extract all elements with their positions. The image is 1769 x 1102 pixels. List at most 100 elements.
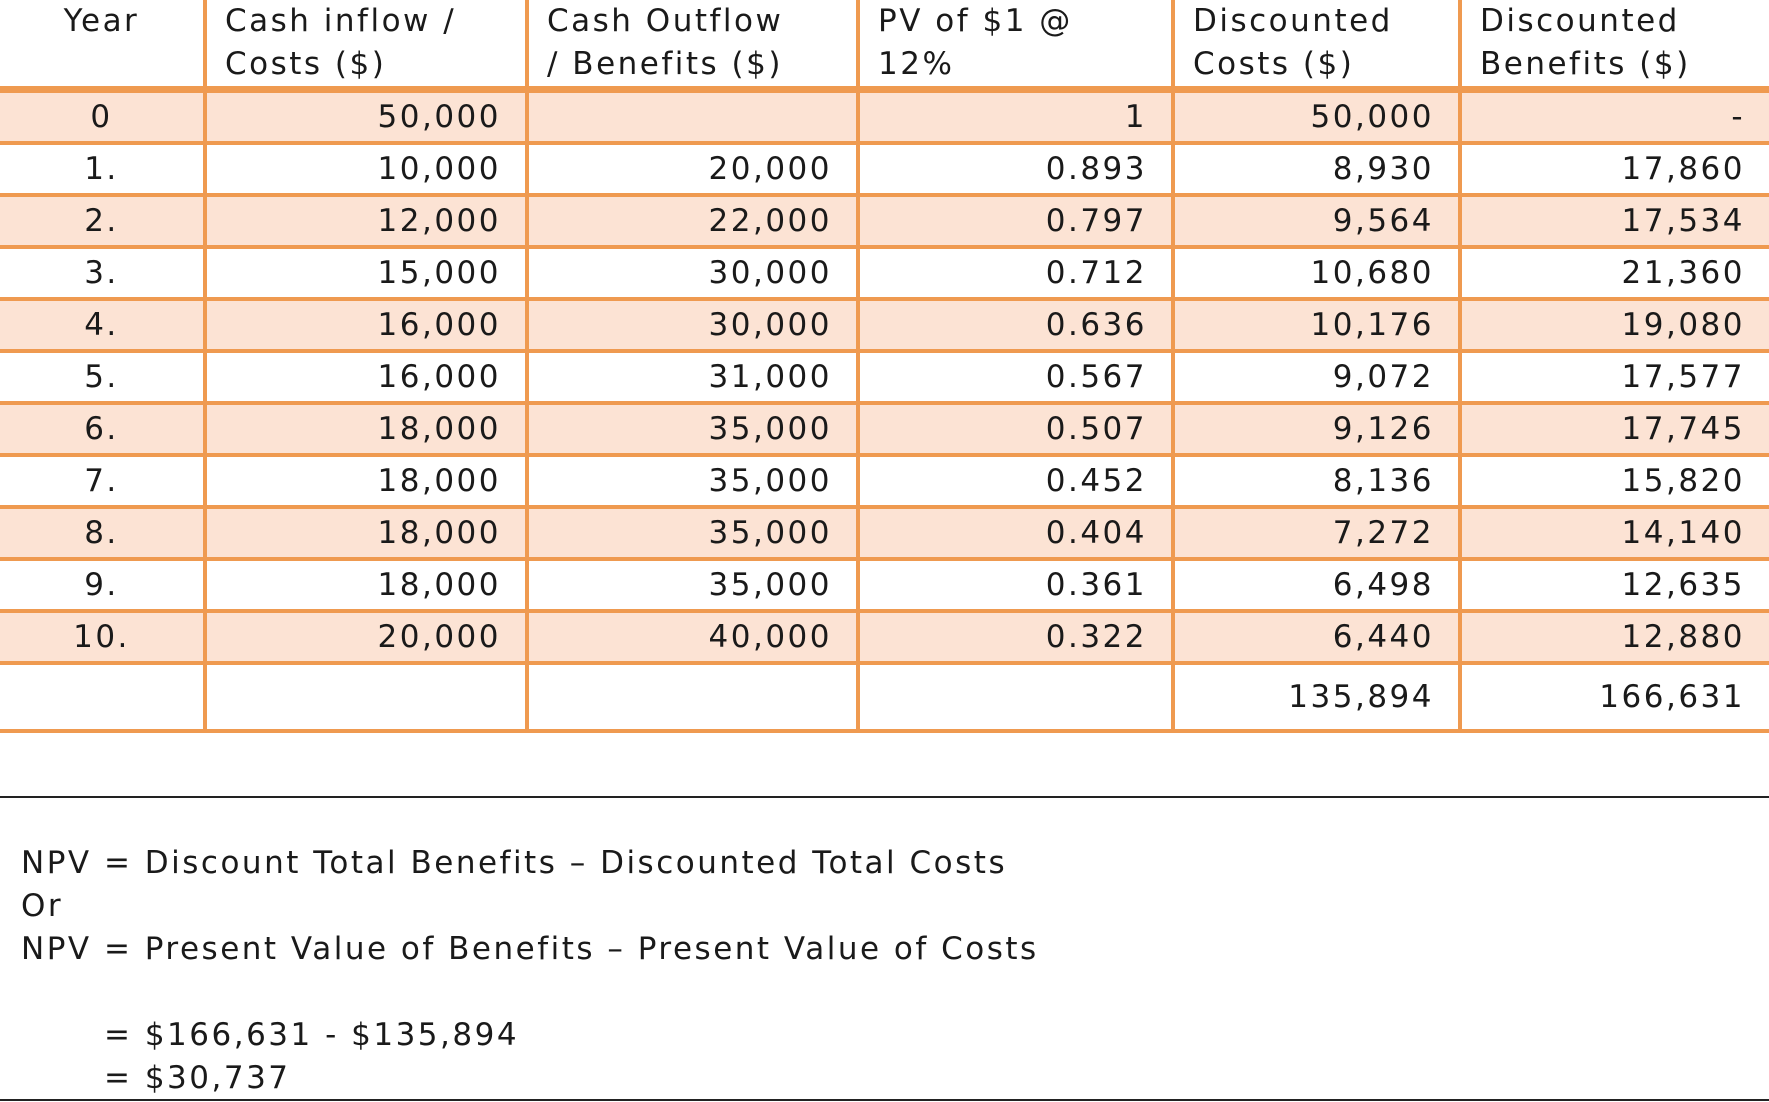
- divider-line-bottom: [0, 1099, 1769, 1101]
- header-cash-inflow: Cash inflow / Costs ($): [203, 0, 527, 93]
- calc-line-1: = $166,631 - $135,894: [104, 1017, 520, 1053]
- cell-pv-factor: 0.636: [856, 299, 1173, 353]
- cell-cash-outflow-benefits: 35,000: [525, 455, 858, 509]
- cell-pv-factor: 0.893: [856, 143, 1173, 197]
- cell-year: 8.: [0, 507, 205, 561]
- cell-discounted-costs: 7,272: [1171, 507, 1460, 561]
- cell-pv-factor: 0.322: [856, 611, 1173, 665]
- cell-discounted-benefits: 12,635: [1458, 559, 1769, 613]
- cell-discounted-benefits: 17,534: [1458, 195, 1769, 249]
- header-discounted-benefits-line2: Benefits ($): [1480, 46, 1691, 82]
- cell-year: 5.: [0, 351, 205, 405]
- cell-cash-inflow-costs: 16,000: [203, 299, 527, 353]
- header-pv-factor-line1: PV of $1 @: [878, 3, 1073, 39]
- total-cash-inflow-costs: [203, 663, 527, 733]
- cell-discounted-benefits: 15,820: [1458, 455, 1769, 509]
- cell-cash-inflow-costs: 18,000: [203, 455, 527, 509]
- cell-discounted-benefits: 14,140: [1458, 507, 1769, 561]
- cell-cash-inflow-costs: 18,000: [203, 403, 527, 457]
- header-discounted-benefits: Discounted Benefits ($): [1458, 0, 1769, 93]
- header-cash-outflow-line2: / Benefits ($): [547, 46, 783, 82]
- table-body: 0 50,000 1 50,000-1. 10,000 20,000 0.893 8,930 1…: [0, 89, 1769, 733]
- npv-table: Year Cash inflow / Costs ($) Cash Outflow…: [0, 0, 1769, 733]
- header-discounted-benefits-line1: Discounted: [1480, 3, 1680, 39]
- cell-year: 6.: [0, 403, 205, 457]
- header-discounted-costs-line2: Costs ($): [1193, 46, 1355, 82]
- cell-discounted-benefits: 19,080: [1458, 299, 1769, 353]
- header-row: Year Cash inflow / Costs ($) Cash Outflow…: [0, 0, 1769, 93]
- table-row: 9. 18,000 35,000 0.361 6,498 12,635: [0, 559, 1769, 613]
- cell-discounted-costs: 8,930: [1171, 143, 1460, 197]
- cell-discounted-benefits: 12,880: [1458, 611, 1769, 665]
- header-year-line1: Year: [63, 3, 140, 39]
- cell-cash-outflow-benefits: 35,000: [525, 403, 858, 457]
- cell-discounted-benefits: 17,860: [1458, 143, 1769, 197]
- total-discounted-costs: 135,894: [1171, 663, 1460, 733]
- header-cash-outflow-line1: Cash Outflow: [547, 3, 784, 39]
- cell-cash-outflow-benefits: 31,000: [525, 351, 858, 405]
- cell-discounted-costs: 50,000: [1171, 89, 1460, 145]
- header-pv-factor: PV of $1 @ 12%: [856, 0, 1173, 93]
- cell-pv-factor: 0.452: [856, 455, 1173, 509]
- cell-cash-outflow-benefits: 35,000: [525, 507, 858, 561]
- cell-cash-inflow-costs: 20,000: [203, 611, 527, 665]
- cell-pv-factor: 1: [856, 89, 1173, 145]
- cell-pv-factor: 0.712: [856, 247, 1173, 301]
- cell-year: 7.: [0, 455, 205, 509]
- table-row: 10. 20,000 40,000 0.322 6,440 12,880: [0, 611, 1769, 665]
- cell-pv-factor: 0.404: [856, 507, 1173, 561]
- formula-line-1: NPV = Discount Total Benefits – Discount…: [21, 845, 1008, 881]
- table-row: 8. 18,000 35,000 0.404 7,272 14,140: [0, 507, 1769, 561]
- cell-cash-inflow-costs: 10,000: [203, 143, 527, 197]
- cell-year: 1.: [0, 143, 205, 197]
- cell-cash-inflow-costs: 16,000: [203, 351, 527, 405]
- cell-discounted-costs: 10,680: [1171, 247, 1460, 301]
- cell-cash-outflow-benefits: 30,000: [525, 299, 858, 353]
- header-pv-factor-line2: 12%: [878, 46, 955, 82]
- cell-cash-inflow-costs: 50,000: [203, 89, 527, 145]
- cell-year: 0: [0, 89, 205, 145]
- header-discounted-costs: Discounted Costs ($): [1171, 0, 1460, 93]
- cell-discounted-costs: 9,072: [1171, 351, 1460, 405]
- table-row: 6. 18,000 35,000 0.507 9,126 17,745: [0, 403, 1769, 457]
- cell-discounted-costs: 8,136: [1171, 455, 1460, 509]
- cell-cash-inflow-costs: 18,000: [203, 507, 527, 561]
- cell-pv-factor: 0.797: [856, 195, 1173, 249]
- formula-line-3: NPV = Present Value of Benefits – Presen…: [21, 931, 1039, 967]
- cell-cash-outflow-benefits: 22,000: [525, 195, 858, 249]
- cell-cash-inflow-costs: 15,000: [203, 247, 527, 301]
- cell-pv-factor: 0.507: [856, 403, 1173, 457]
- formula-line-2: Or: [21, 888, 64, 924]
- cell-pv-factor: 0.361: [856, 559, 1173, 613]
- cell-year: 4.: [0, 299, 205, 353]
- calc-line-2: = $30,737: [104, 1060, 291, 1096]
- cell-year: 2.: [0, 195, 205, 249]
- total-cash-outflow-benefits: [525, 663, 858, 733]
- cell-cash-inflow-costs: 18,000: [203, 559, 527, 613]
- cell-cash-outflow-benefits: 30,000: [525, 247, 858, 301]
- cell-cash-inflow-costs: 12,000: [203, 195, 527, 249]
- cell-year: 9.: [0, 559, 205, 613]
- cell-year: 10.: [0, 611, 205, 665]
- header-cash-inflow-line2: Costs ($): [225, 46, 387, 82]
- cell-discounted-costs: 9,564: [1171, 195, 1460, 249]
- table-row: 5. 16,000 31,000 0.567 9,072 17,577: [0, 351, 1769, 405]
- table-row: 2. 12,000 22,000 0.797 9,564 17,534: [0, 195, 1769, 249]
- cell-discounted-costs: 6,440: [1171, 611, 1460, 665]
- cell-discounted-benefits: 17,577: [1458, 351, 1769, 405]
- cell-discounted-costs: 10,176: [1171, 299, 1460, 353]
- cell-pv-factor: 0.567: [856, 351, 1173, 405]
- cell-discounted-benefits: -: [1458, 89, 1769, 145]
- cell-discounted-costs: 9,126: [1171, 403, 1460, 457]
- totals-row: 135,894 166,631: [0, 663, 1769, 733]
- cell-discounted-benefits: 21,360: [1458, 247, 1769, 301]
- cell-cash-outflow-benefits: 40,000: [525, 611, 858, 665]
- cell-cash-outflow-benefits: 35,000: [525, 559, 858, 613]
- header-discounted-costs-line1: Discounted: [1193, 3, 1393, 39]
- header-cash-inflow-line1: Cash inflow /: [225, 3, 457, 39]
- header-year: Year: [0, 0, 205, 93]
- total-discounted-benefits: 166,631: [1458, 663, 1769, 733]
- cell-discounted-benefits: 17,745: [1458, 403, 1769, 457]
- total-pv-factor: [856, 663, 1173, 733]
- table-row: 0 50,000 1 50,000-: [0, 89, 1769, 145]
